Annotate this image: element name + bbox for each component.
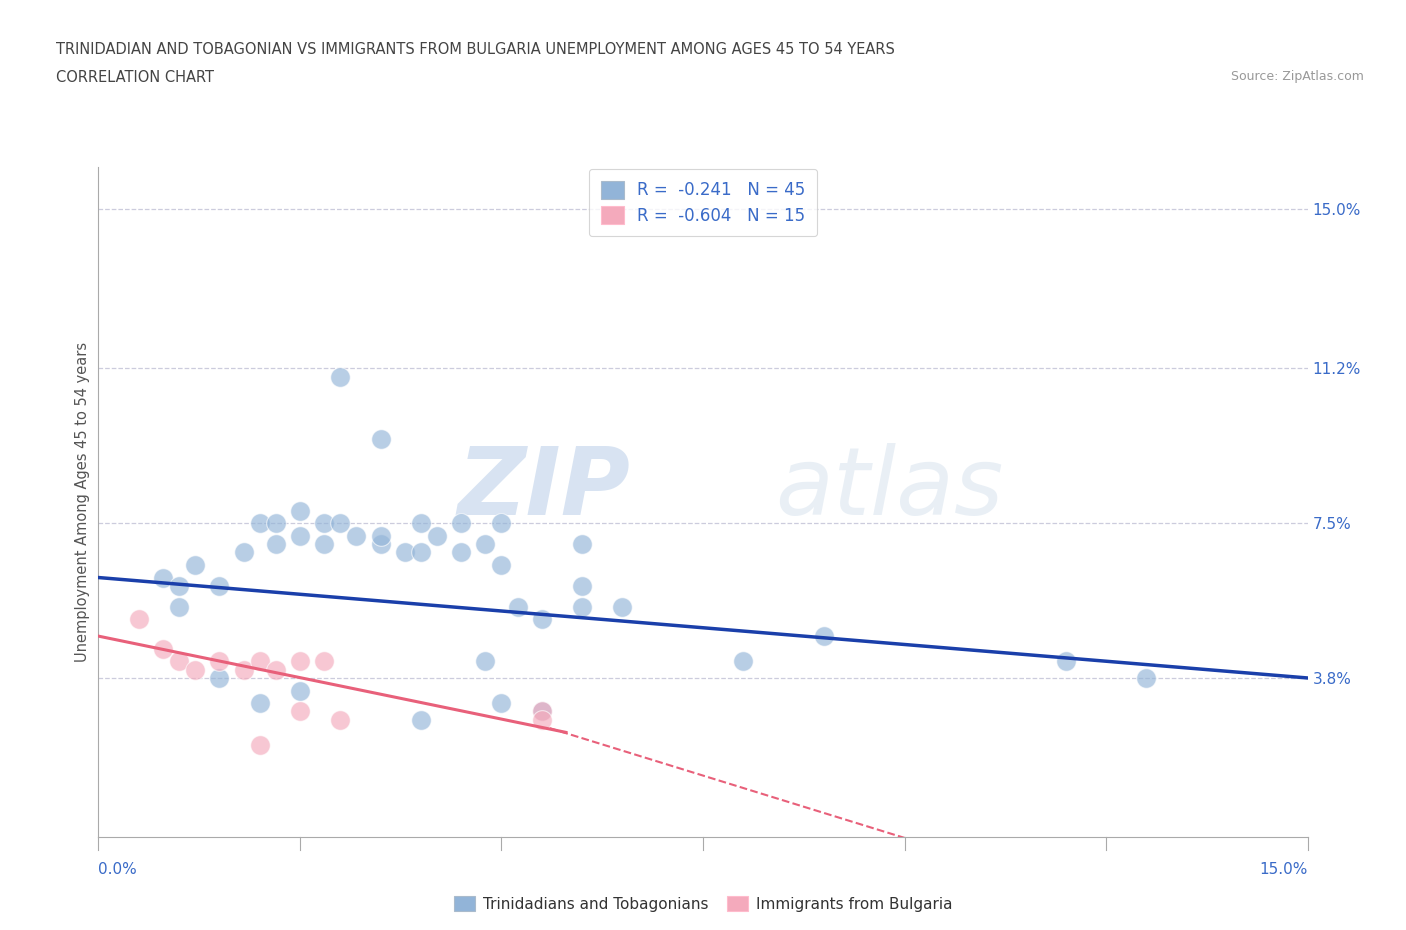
Point (152, 570, 174, 585)
Point (314, 537, 336, 551)
Point (370, 528, 392, 543)
Point (264, 537, 287, 551)
Point (530, 712, 553, 727)
Point (491, 696, 513, 711)
Point (1054, 654, 1077, 669)
Text: CORRELATION CHART: CORRELATION CHART (56, 70, 214, 85)
Point (329, 516, 352, 531)
Point (571, 600, 593, 615)
Point (167, 600, 190, 615)
Point (344, 528, 367, 543)
Point (232, 662, 254, 677)
Point (530, 704, 553, 719)
Point (208, 654, 231, 669)
Point (314, 516, 336, 531)
Point (329, 369, 352, 384)
Point (288, 503, 311, 518)
Point (571, 537, 593, 551)
Point (474, 537, 496, 551)
Point (167, 654, 190, 669)
Point (288, 683, 311, 698)
Point (394, 545, 416, 560)
Point (426, 528, 449, 543)
Point (409, 545, 432, 560)
Text: ZIP: ZIP (457, 443, 630, 535)
Point (249, 696, 271, 711)
Point (530, 704, 553, 719)
Point (128, 612, 150, 627)
Point (571, 578, 593, 593)
Point (184, 662, 207, 677)
Point (370, 432, 392, 447)
Point (530, 612, 553, 627)
Point (409, 516, 432, 531)
Point (450, 545, 472, 560)
Point (506, 600, 529, 615)
Point (288, 528, 311, 543)
Point (208, 671, 231, 685)
Point (329, 712, 352, 727)
Point (249, 737, 271, 752)
Point (249, 654, 271, 669)
Text: 15.0%: 15.0% (1260, 862, 1308, 877)
Point (491, 558, 513, 573)
Point (733, 654, 755, 669)
Point (491, 516, 513, 531)
Point (208, 578, 231, 593)
Point (314, 654, 336, 669)
Point (612, 600, 634, 615)
Point (264, 516, 287, 531)
Point (288, 704, 311, 719)
Point (813, 629, 835, 644)
Text: Source: ZipAtlas.com: Source: ZipAtlas.com (1230, 70, 1364, 83)
Point (370, 537, 392, 551)
Point (474, 654, 496, 669)
Point (409, 712, 432, 727)
Point (232, 545, 254, 560)
Point (1135, 671, 1157, 685)
Point (184, 558, 207, 573)
Text: TRINIDADIAN AND TOBAGONIAN VS IMMIGRANTS FROM BULGARIA UNEMPLOYMENT AMONG AGES 4: TRINIDADIAN AND TOBAGONIAN VS IMMIGRANTS… (56, 42, 896, 57)
Text: atlas: atlas (776, 444, 1004, 535)
Point (152, 642, 174, 657)
Y-axis label: Unemployment Among Ages 45 to 54 years: Unemployment Among Ages 45 to 54 years (75, 342, 90, 662)
Legend: Trinidadians and Tobagonians, Immigrants from Bulgaria: Trinidadians and Tobagonians, Immigrants… (447, 889, 959, 918)
Text: 0.0%: 0.0% (98, 862, 138, 877)
Point (264, 662, 287, 677)
Legend: R =  -0.241   N = 45, R =  -0.604   N = 15: R = -0.241 N = 45, R = -0.604 N = 15 (589, 169, 817, 236)
Point (450, 516, 472, 531)
Point (249, 516, 271, 531)
Point (167, 578, 190, 593)
Point (288, 654, 311, 669)
